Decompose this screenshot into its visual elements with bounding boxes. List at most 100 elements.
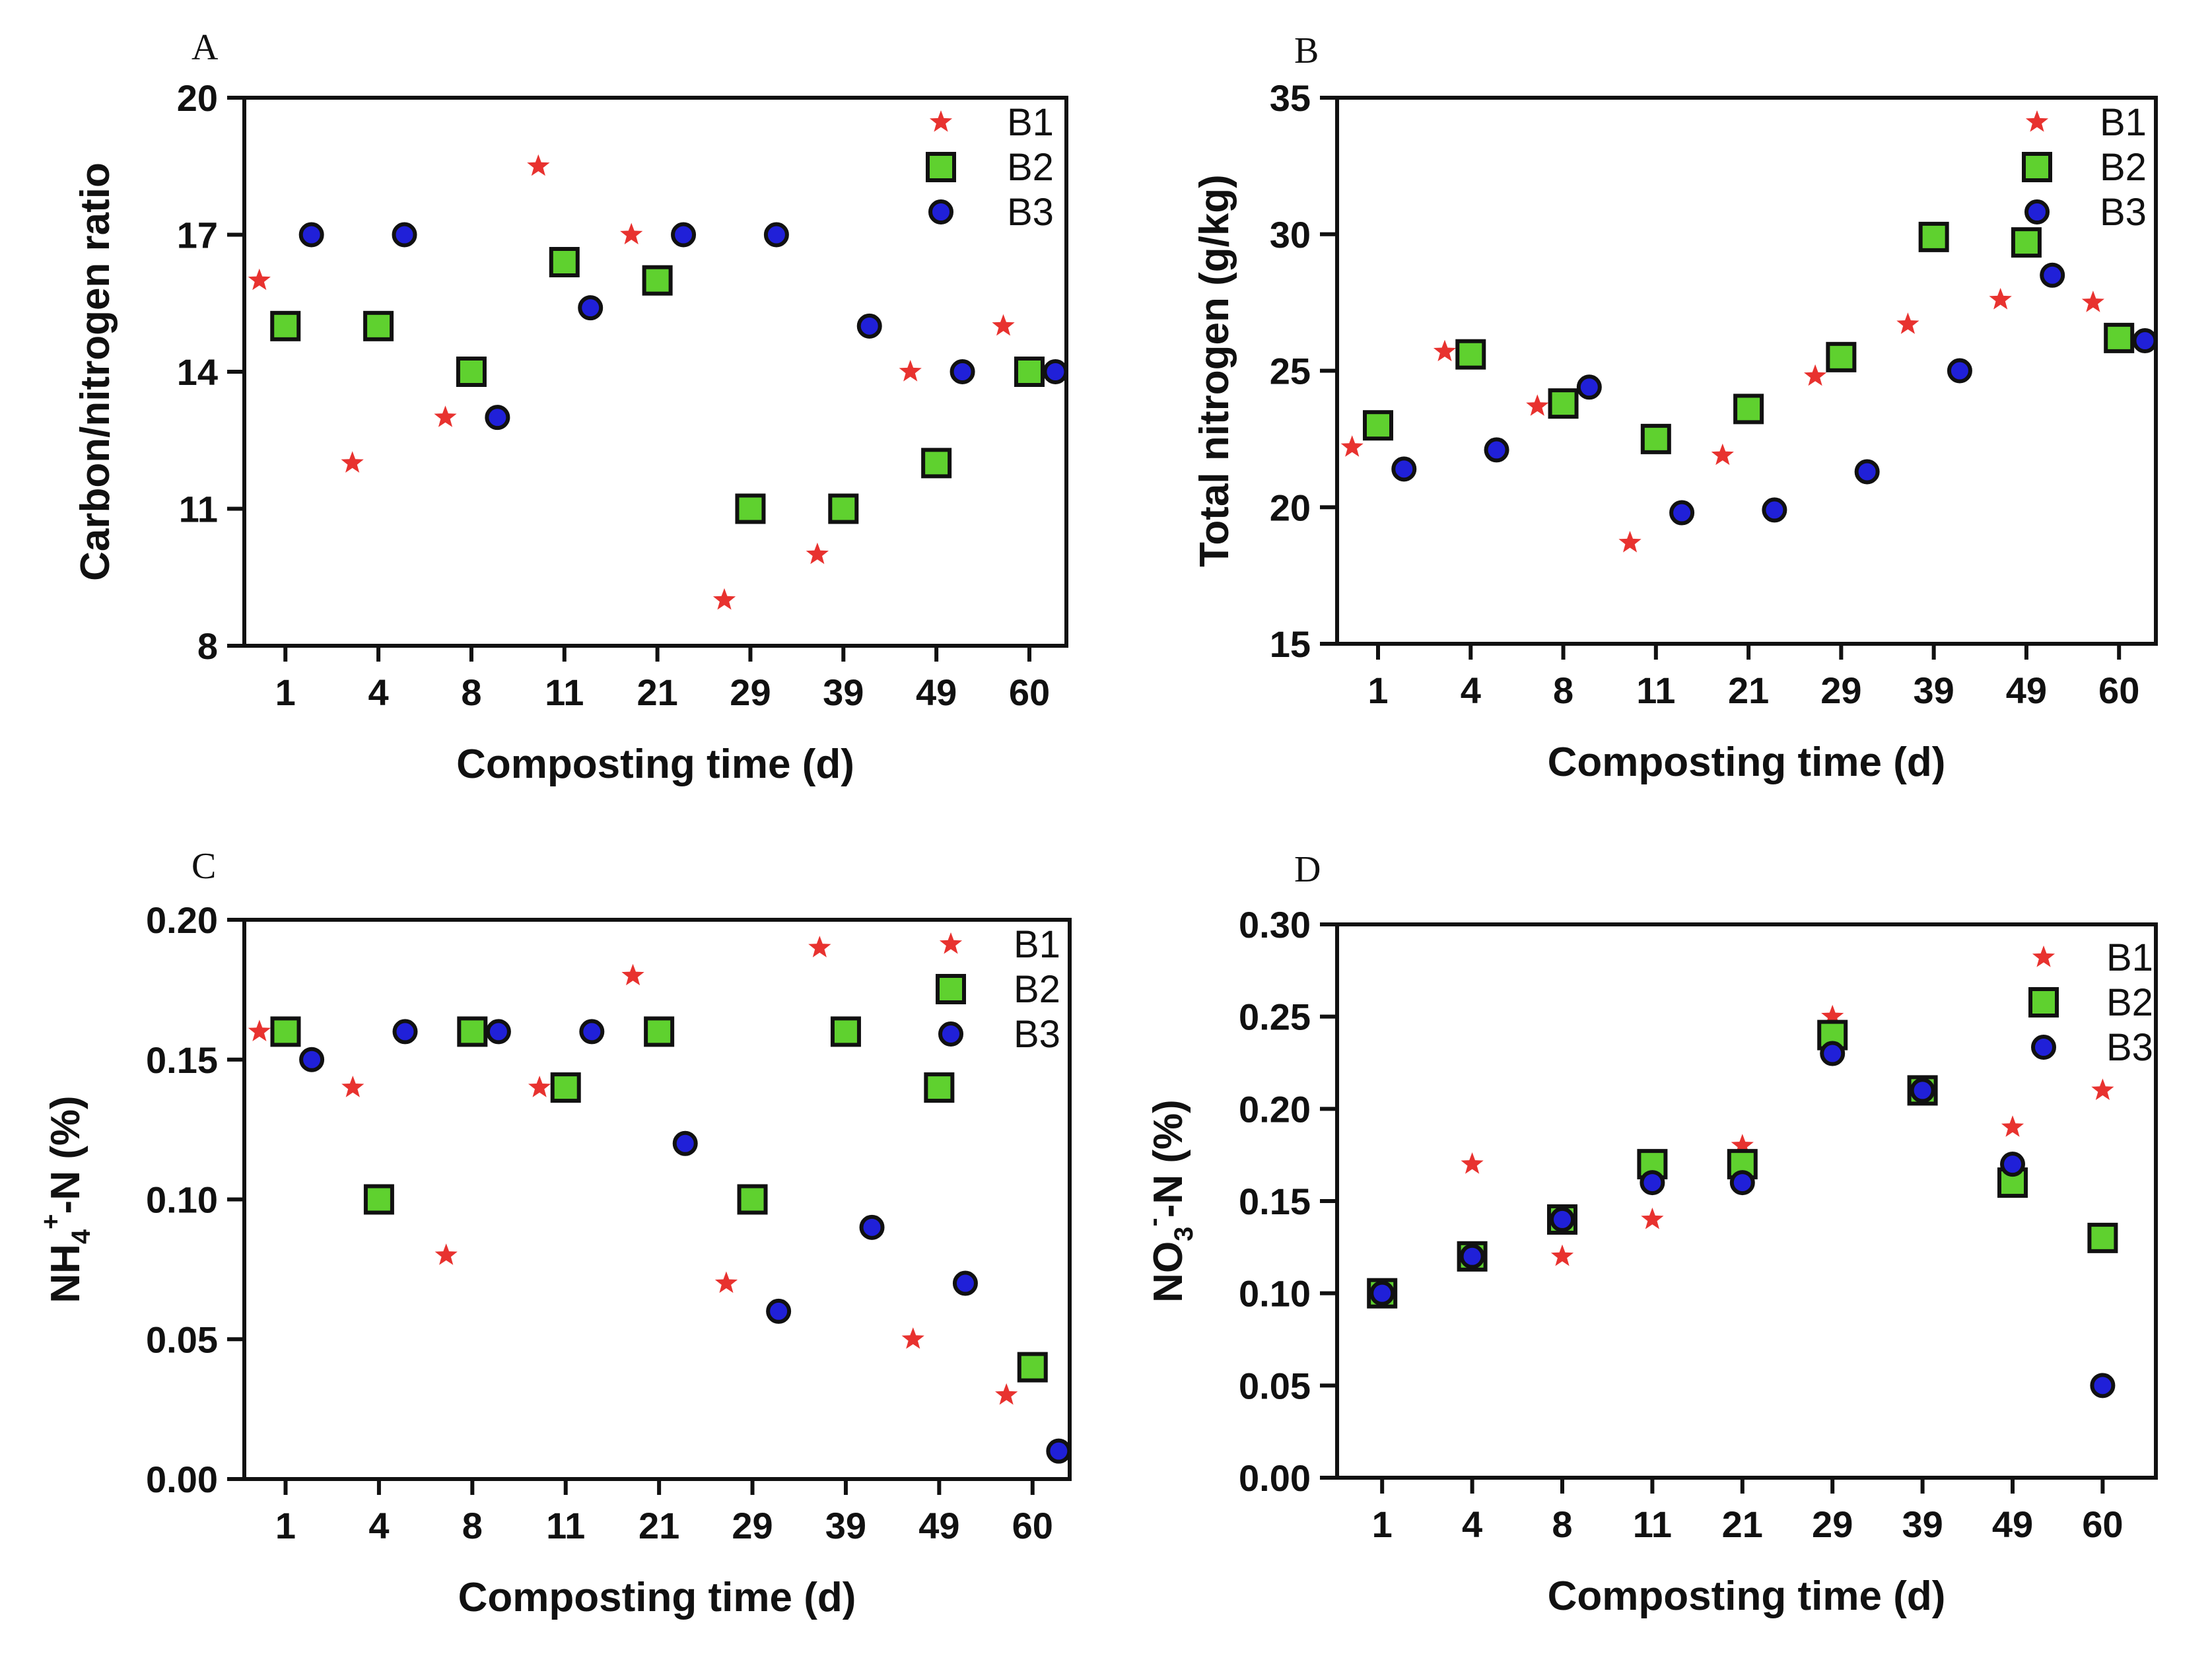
legend-label-b2: B2 <box>2106 981 2153 1024</box>
panel-letter: A <box>191 27 219 68</box>
data-point-b3 <box>392 1019 418 1045</box>
data-point-b2 <box>270 1016 301 1047</box>
x-tick-label: 4 <box>368 672 389 713</box>
data-point-b2 <box>735 493 766 524</box>
data-point-b3 <box>1550 1206 1575 1232</box>
data-point-b2 <box>363 310 394 341</box>
y-axis-title: Total nitrogen (g/kg) <box>1192 174 1237 567</box>
y-tick-label: 0.30 <box>1239 904 1311 946</box>
y-axis-title: Carbon/nitrogen ratio <box>73 162 118 581</box>
data-point-b3 <box>1762 497 1787 523</box>
data-point-b2 <box>457 1016 488 1047</box>
data-point-b1 <box>1340 435 1364 457</box>
legend-marker-b1 <box>2025 110 2049 132</box>
y-tick-label: 15 <box>1270 623 1311 665</box>
y-tick-label: 30 <box>1270 214 1311 256</box>
data-point-b1 <box>808 936 831 957</box>
legend-marker-b3 <box>2024 199 2050 224</box>
data-point-b2 <box>828 493 859 524</box>
x-axis-title: Composting time (d) <box>1548 740 1946 785</box>
data-point-b3 <box>578 295 604 321</box>
x-tick-label: 4 <box>1461 670 1481 711</box>
x-tick-label: 1 <box>1367 670 1388 711</box>
data-point-b1 <box>995 1383 1018 1405</box>
x-tick-label: 49 <box>2006 670 2047 711</box>
y-tick-label: 0.00 <box>1239 1457 1311 1499</box>
data-point-b2 <box>1363 410 1393 441</box>
x-tick-label: 60 <box>1009 672 1050 713</box>
legend-marker-b2 <box>2022 152 2052 182</box>
x-tick-label: 60 <box>1012 1505 1053 1546</box>
data-point-b3 <box>1046 1438 1072 1464</box>
legend-marker-b2 <box>2028 987 2059 1018</box>
data-point-b3 <box>1820 1041 1846 1066</box>
data-point-b3 <box>579 1019 605 1045</box>
x-axis-title: Composting time (d) <box>456 742 854 787</box>
data-point-b3 <box>1910 1078 1935 1103</box>
y-tick-label: 8 <box>197 625 218 667</box>
legend-label-b3: B3 <box>2106 1026 2153 1069</box>
data-point-b2 <box>1640 423 1671 454</box>
x-tick-label: 49 <box>918 1505 959 1546</box>
data-point-b3 <box>392 222 417 248</box>
x-tick-label: 29 <box>730 672 771 713</box>
data-point-b1 <box>527 154 550 176</box>
data-point-b3 <box>763 222 789 248</box>
legend-label-b3: B3 <box>1014 1013 1060 1056</box>
x-tick-label: 8 <box>462 1505 483 1546</box>
panel-c: C 0.00 0.05 0.10 0.15 0.20 1 4 8 11 21 29 39 49 60 Comp… <box>36 846 1072 1620</box>
legend-marker-b1 <box>939 932 963 954</box>
panel-b: B 15 20 25 30 35 1 4 8 11 21 29 39 49 60 Composting tim… <box>1192 30 2158 785</box>
data-point-b3 <box>485 405 510 431</box>
data-point-b2 <box>830 1016 861 1047</box>
panel-letter: D <box>1294 849 1321 890</box>
y-tick-label: 25 <box>1270 351 1311 392</box>
data-point-b3 <box>1391 456 1417 482</box>
data-point-b1 <box>1550 1244 1574 1266</box>
y-tick-label: 20 <box>177 77 218 119</box>
x-tick-label: 49 <box>1992 1503 2033 1545</box>
data-point-b3 <box>1043 359 1068 384</box>
data-point-b1 <box>992 314 1015 336</box>
data-point-b2 <box>549 247 580 277</box>
data-point-b2 <box>644 1016 675 1047</box>
x-tick-label: 1 <box>1372 1503 1393 1545</box>
x-tick-label: 39 <box>1902 1503 1943 1545</box>
panel-d: D 0.00 0.05 0.10 0.15 0.20 0.25 0.30 1 4 8 11 21 29 39… <box>1139 849 2158 1619</box>
legend-marker-b2 <box>936 974 966 1004</box>
data-point-b2 <box>1548 388 1579 419</box>
data-point-b1 <box>714 1271 738 1294</box>
data-point-b3 <box>672 1130 698 1156</box>
data-point-b1 <box>1433 339 1457 362</box>
data-point-b1 <box>2091 1078 2114 1100</box>
x-tick-label: 60 <box>2098 670 2139 711</box>
y-axis-title-sub: 4 <box>67 1229 96 1244</box>
data-point-b1 <box>1804 364 1827 386</box>
legend-marker-b3 <box>2031 1035 2056 1060</box>
data-point-b1 <box>434 1243 458 1265</box>
data-point-b2 <box>456 357 487 387</box>
data-point-b2 <box>1826 341 1857 372</box>
data-point-b1 <box>901 1327 924 1349</box>
y-tick-label: 11 <box>179 489 218 530</box>
legend-marker-b3 <box>928 199 953 224</box>
x-tick-label: 1 <box>275 1505 296 1546</box>
legend-label-b3: B3 <box>2100 191 2147 234</box>
y-axis-title-main: NH <box>43 1244 88 1303</box>
data-point-b1 <box>620 223 643 245</box>
x-tick-label: 11 <box>1636 670 1675 711</box>
x-tick-label: 49 <box>916 672 957 713</box>
x-axis-title: Composting time (d) <box>1548 1573 1946 1619</box>
legend-marker-b1 <box>2032 946 2056 967</box>
x-tick-label: 8 <box>1552 1503 1572 1545</box>
x-tick-label: 21 <box>1728 670 1769 711</box>
data-point-b3 <box>1669 500 1695 526</box>
data-point-b3 <box>856 313 882 339</box>
x-tick-label: 11 <box>545 672 584 713</box>
data-point-b1 <box>1896 312 1919 334</box>
data-point-b2 <box>1017 1352 1048 1383</box>
y-tick-label: 17 <box>177 215 218 256</box>
data-point-b3 <box>1640 1170 1665 1196</box>
y-tick-label: 0.25 <box>1239 996 1311 1038</box>
